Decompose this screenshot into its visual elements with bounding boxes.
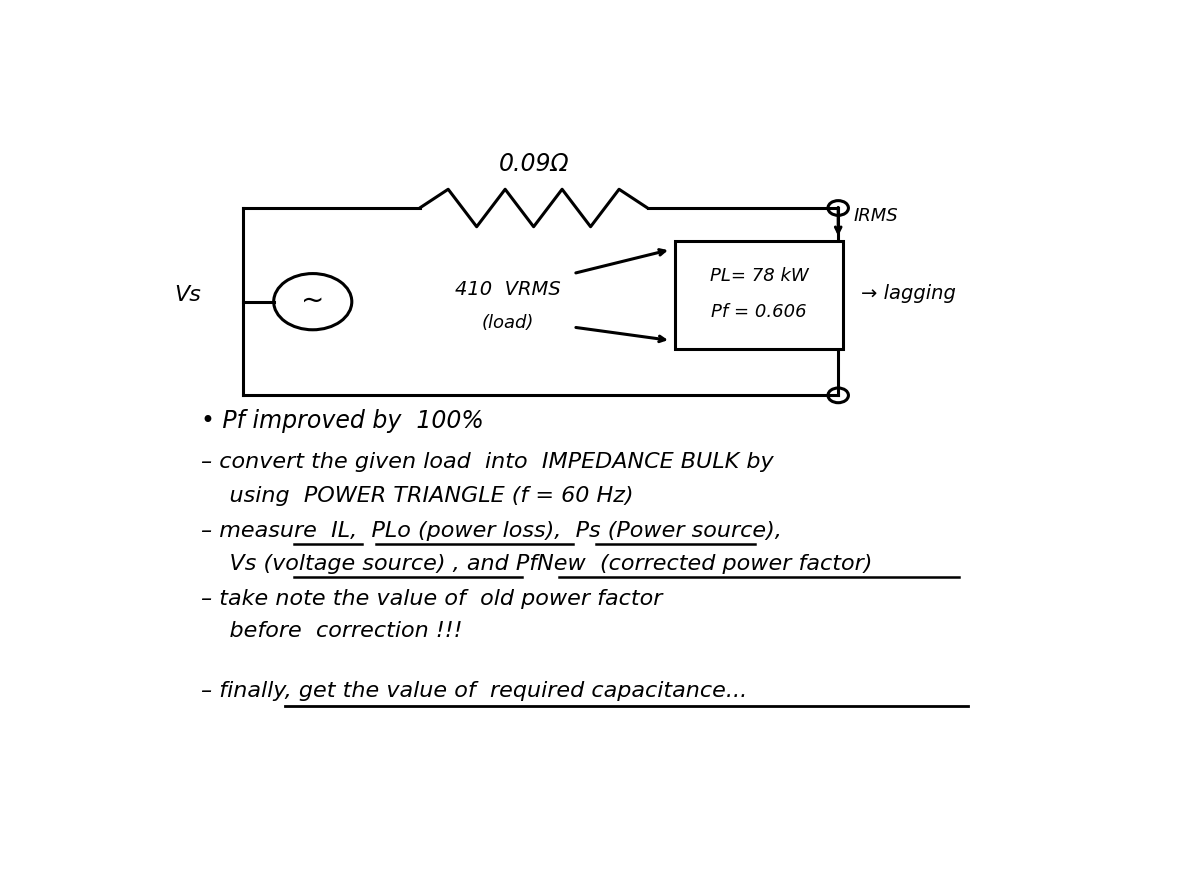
Text: (load): (load) (482, 314, 534, 332)
Circle shape (828, 201, 848, 216)
Text: ~: ~ (301, 286, 324, 315)
Text: – take note the value of  old power factor: – take note the value of old power facto… (202, 589, 662, 609)
Text: 0.09Ω: 0.09Ω (498, 152, 569, 176)
Text: • Pf improved by  100%: • Pf improved by 100% (202, 409, 484, 434)
Text: – convert the given load  into  IMPEDANCE BULK by: – convert the given load into IMPEDANCE … (202, 452, 774, 473)
Text: PL= 78 kW: PL= 78 kW (710, 268, 809, 285)
Text: 410  VRMS: 410 VRMS (455, 280, 560, 299)
Text: Vs (voltage source) , and PfNew  (corrected power factor): Vs (voltage source) , and PfNew (correct… (202, 554, 872, 574)
Text: – measure  IL,  PLo (power loss),  Ps (Power source),: – measure IL, PLo (power loss), Ps (Powe… (202, 521, 782, 541)
FancyBboxPatch shape (676, 242, 842, 348)
Text: before  correction !!!: before correction !!! (202, 621, 463, 641)
Text: using  POWER TRIANGLE (f = 60 Hz): using POWER TRIANGLE (f = 60 Hz) (202, 486, 634, 506)
Text: Pf = 0.606: Pf = 0.606 (712, 302, 806, 321)
Text: → lagging: → lagging (862, 284, 956, 303)
Text: – finally, get the value of  required capacitance...: – finally, get the value of required cap… (202, 681, 748, 701)
Text: Vs: Vs (174, 285, 202, 305)
Text: IRMS: IRMS (853, 207, 898, 225)
Circle shape (828, 388, 848, 402)
